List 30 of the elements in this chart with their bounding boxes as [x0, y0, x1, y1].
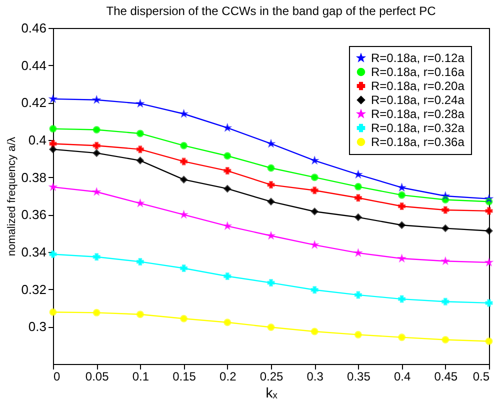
legend-label: R=0.18a, r=0.12a [371, 51, 465, 65]
y-axis-title: nomalized frequency a/λ [6, 136, 18, 256]
chart-title: The dispersion of the CCWs in the band gap of the perfect PC [106, 4, 436, 18]
x-tick-label: 0.25 [260, 370, 284, 384]
y-tick-label: 0.4 [28, 132, 46, 148]
x-tick-label: 0 [54, 370, 60, 384]
x-tick-label: 0.2 [220, 370, 237, 384]
x-tick-label: 0.4 [394, 370, 411, 384]
y-tick-label: 0.32 [21, 282, 46, 297]
x-tick-label: 0.05 [85, 370, 110, 384]
legend-label: R=0.18a, r=0.20a [371, 79, 465, 93]
x-tick-label: 0.3 [306, 370, 324, 384]
x-tick-label: 0.1 [132, 370, 150, 384]
legend-label: R=0.18a, r=0.24a [371, 93, 465, 107]
x-tick-label: 0.35 [347, 370, 371, 384]
y-tick-label: 0.38 [21, 170, 46, 185]
legend-label: R=0.18a, r=0.32a [371, 121, 465, 135]
y-tick-label: 0.42 [21, 95, 46, 110]
y-tick-label: 0.3 [28, 319, 46, 334]
x-axis-title: kₓ [266, 384, 278, 400]
y-tick-label: 0.34 [21, 244, 46, 260]
y-tick-label: 0.36 [21, 207, 46, 222]
legend-label: R=0.18a, r=0.36a [371, 135, 465, 149]
y-tick-label: 0.44 [21, 58, 46, 73]
legend-label: R=0.18a, r=0.28a [371, 107, 465, 121]
y-tick-label: 0.46 [21, 20, 46, 36]
x-tick-label: 0.5 [472, 370, 490, 384]
x-tick-label: 0.15 [172, 370, 196, 384]
x-tick-label: 0.45 [434, 370, 458, 384]
legend-label: R=0.18a, r=0.16a [371, 65, 465, 79]
